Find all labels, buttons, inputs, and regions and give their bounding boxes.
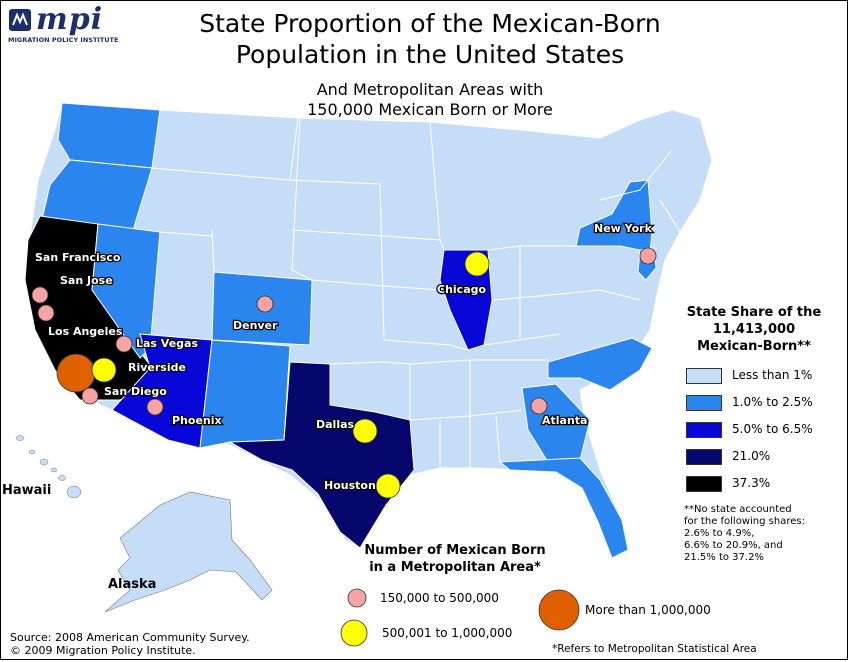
note-line: 6.6% to 20.9%, and — [684, 540, 783, 551]
label-las-vegas: Las Vegas — [136, 337, 198, 350]
metro-legend-title: Number of Mexican Born in a Metropolitan… — [330, 542, 580, 576]
legend-swatch-1-2-5 — [686, 395, 722, 411]
metro-marker-phoenix — [146, 398, 164, 416]
state-texas — [228, 361, 415, 549]
state-legend-title-3: Mexican-Born** — [697, 339, 811, 354]
legend-small-metro-icon — [347, 588, 367, 608]
legend-label-lt1: Less than 1% — [732, 368, 813, 382]
title-line-2: Population in the United States — [235, 40, 625, 69]
source-line-1: Source: 2008 American Community Survey. — [10, 631, 250, 644]
state-nevada — [91, 223, 161, 359]
legend-mid-metro-icon — [340, 619, 368, 647]
metro-legend-title-1: Number of Mexican Born — [364, 543, 546, 558]
metro-marker-chicago — [464, 251, 490, 277]
state-washington — [57, 102, 161, 169]
metro-marker-san-jose — [37, 304, 55, 322]
metro-legend-title-2: in a Metropolitan Area* — [369, 560, 541, 575]
subtitle-line-1: And Metropolitan Areas with — [316, 80, 544, 99]
metro-marker-los-angeles — [56, 353, 96, 393]
label-hawaii: Hawaii — [2, 483, 51, 498]
state-legend-title-2: 11,413,000 — [712, 322, 796, 337]
map-title: State Proportion of the Mexican-Born Pop… — [150, 8, 710, 70]
state-florida — [498, 457, 629, 559]
metro-marker-san-francisco — [31, 286, 49, 304]
mpi-logo: mpi MIGRATION POLICY INSTITUTE — [8, 2, 119, 50]
state-legend-title: State Share of the 11,413,000 Mexican-Bo… — [668, 304, 840, 355]
legend-swatch-lt1 — [686, 368, 722, 384]
label-houston: Houston — [324, 479, 376, 492]
legend-label-mid-metro: 500,001 to 1,000,000 — [382, 626, 513, 640]
logo-mark-icon — [9, 9, 31, 31]
legend-label-5-6-5: 5.0% to 6.5% — [732, 422, 813, 436]
label-chicago: Chicago — [437, 283, 486, 296]
legend-label-21: 21.0% — [732, 449, 771, 463]
label-atlanta: Atlanta — [542, 414, 587, 427]
state-north-carolina — [547, 337, 653, 391]
label-riverside: Riverside — [128, 361, 186, 374]
legend-label-1-2-5: 1.0% to 2.5% — [732, 395, 813, 409]
metro-marker-new-york — [639, 247, 657, 265]
legend-swatch-21 — [686, 449, 722, 465]
metro-marker-san-diego — [81, 387, 99, 405]
metro-marker-riverside — [91, 357, 117, 383]
title-line-1: State Proportion of the Mexican-Born — [199, 9, 661, 38]
subtitle-line-2: 150,000 Mexican Born or More — [307, 100, 553, 119]
legend-swatch-37-3 — [686, 476, 722, 492]
source-note: Source: 2008 American Community Survey. … — [10, 631, 250, 657]
legend-label-small-metro: 150,000 to 500,000 — [380, 591, 499, 605]
legend-swatch-5-6-5 — [686, 422, 722, 438]
source-line-2: © 2009 Migration Policy Institute. — [10, 644, 196, 657]
legend-label-37-3: 37.3% — [732, 476, 771, 490]
label-san-jose: San Jose — [60, 274, 113, 287]
logo-text: mpi — [36, 2, 104, 37]
metro-marker-dallas — [352, 418, 378, 444]
label-new-york: New York — [594, 222, 653, 235]
label-alaska: Alaska — [108, 577, 156, 592]
metro-marker-las-vegas — [115, 335, 133, 353]
label-san-diego: San Diego — [104, 385, 167, 398]
metro-marker-houston — [375, 473, 401, 499]
msa-footnote: *Refers to Metropolitan Statistical Area — [552, 643, 757, 655]
label-san-francisco: San Francisco — [35, 251, 121, 264]
metro-marker-atlanta — [530, 397, 548, 415]
note-line: 21.5% to 37.2% — [684, 552, 764, 563]
note-line: 2.6% to 4.9%, — [684, 528, 755, 539]
label-dallas: Dallas — [316, 418, 355, 431]
state-legend-note: **No state accounted for the following s… — [684, 504, 844, 564]
state-legend-title-1: State Share of the — [686, 305, 822, 320]
alaska-landmass — [104, 491, 273, 613]
label-los-angeles: Los Angeles — [48, 325, 123, 338]
logo-subtext: MIGRATION POLICY INSTITUTE — [8, 36, 119, 44]
note-line: for the following shares: — [684, 516, 805, 527]
metro-marker-denver — [256, 295, 274, 313]
map-subtitle: And Metropolitan Areas with 150,000 Mexi… — [200, 80, 660, 120]
state-borders — [151, 117, 681, 468]
label-phoenix: Phoenix — [172, 414, 222, 427]
note-line: **No state accounted — [684, 504, 792, 515]
legend-large-metro-icon — [538, 589, 580, 631]
state-new-york — [575, 179, 653, 253]
hawaii-islands — [15, 435, 82, 499]
state-new-mexico — [199, 339, 291, 449]
legend-label-large-metro: More than 1,000,000 — [585, 603, 711, 617]
label-denver: Denver — [233, 319, 278, 332]
metro-markers — [31, 247, 657, 499]
